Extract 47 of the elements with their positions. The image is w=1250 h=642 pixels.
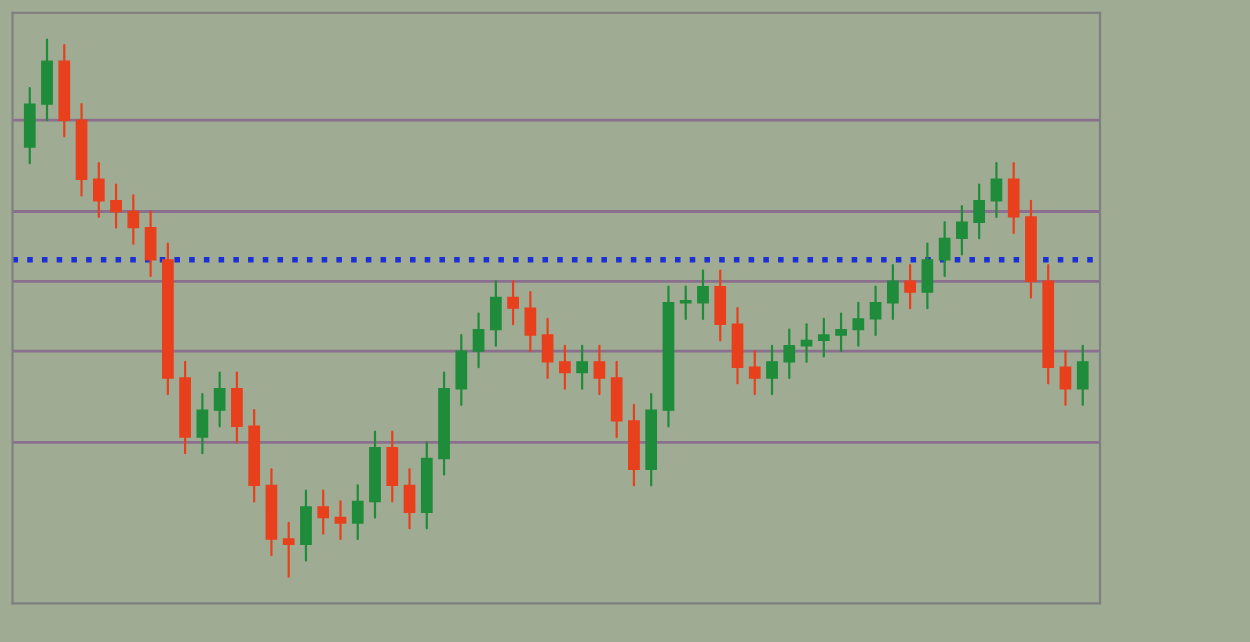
candlestick <box>973 183 986 240</box>
candlestick <box>489 280 502 347</box>
candlestick <box>1076 344 1089 406</box>
candlestick <box>317 489 330 535</box>
candlestick <box>748 350 761 396</box>
candlestick <box>455 333 468 406</box>
candlestick <box>1059 350 1072 406</box>
candlestick <box>593 344 606 396</box>
candlestick <box>1007 162 1020 235</box>
candlestick <box>835 312 847 353</box>
candlestick <box>559 344 571 390</box>
candlestick <box>697 269 709 321</box>
candlestick <box>679 285 692 321</box>
candlestick <box>300 489 312 562</box>
candlestick <box>282 521 295 578</box>
candlestick <box>731 307 744 385</box>
candlestick <box>403 468 416 530</box>
candlestick <box>886 264 899 321</box>
candlestick <box>904 264 916 310</box>
candlestick <box>351 484 364 541</box>
candlestick <box>783 328 796 380</box>
candlestick <box>472 312 485 369</box>
candlestick <box>610 360 623 439</box>
candlestick <box>41 38 53 122</box>
candlestick <box>92 162 105 218</box>
candlestick <box>524 290 537 353</box>
candlestick <box>817 317 830 358</box>
candlestick <box>714 269 727 342</box>
candlestick <box>766 344 778 396</box>
candlestick <box>144 210 157 278</box>
candlestick <box>541 317 554 380</box>
candlestick <box>507 280 519 326</box>
candlestick <box>23 86 36 165</box>
candlestick <box>956 205 968 256</box>
candlestick <box>127 194 140 245</box>
candlestick <box>852 301 865 347</box>
candlestick <box>110 183 122 229</box>
candlestick <box>213 371 226 428</box>
candlestick <box>990 162 1003 218</box>
candlestick <box>576 344 589 390</box>
candlestick <box>921 242 934 310</box>
candlestick <box>386 430 399 503</box>
candlestick <box>869 285 882 337</box>
candlestick <box>196 392 209 455</box>
candlestick <box>231 371 243 444</box>
candlestick <box>334 500 347 541</box>
candlestick <box>938 221 951 278</box>
